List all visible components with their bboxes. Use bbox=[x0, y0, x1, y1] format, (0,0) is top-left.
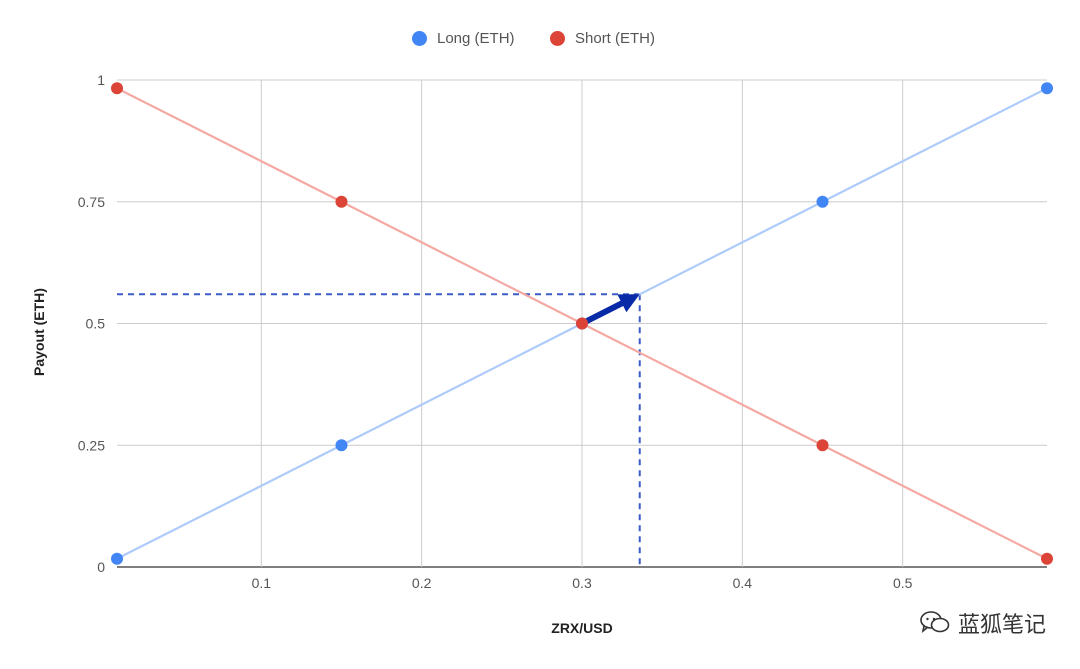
legend-item-short[interactable]: Short (ETH) bbox=[550, 30, 655, 47]
arrow-head bbox=[617, 294, 640, 313]
data-point-short bbox=[1041, 552, 1053, 565]
y-axis-title: Payout (ETH) bbox=[31, 288, 47, 376]
chart-legend: Long (ETH) Short (ETH) bbox=[0, 30, 1080, 54]
data-point-long bbox=[816, 195, 829, 208]
y-tick-label: 1 bbox=[97, 72, 105, 88]
y-tick-label: 0.75 bbox=[78, 194, 105, 210]
data-point-short bbox=[816, 439, 829, 452]
y-tick-label: 0.25 bbox=[78, 437, 105, 453]
y-tick-label: 0.5 bbox=[86, 316, 106, 332]
arrow-shaft bbox=[579, 300, 625, 327]
wechat-icon bbox=[920, 611, 950, 633]
x-tick-label: 0.2 bbox=[412, 575, 432, 591]
data-point-long bbox=[111, 552, 123, 565]
data-point-short bbox=[576, 317, 588, 330]
data-point-short bbox=[111, 82, 123, 95]
legend-item-long[interactable]: Long (ETH) bbox=[412, 30, 515, 47]
y-tick-label: 0 bbox=[97, 559, 105, 575]
guide-lines bbox=[117, 293, 641, 567]
legend-marker-short bbox=[550, 31, 565, 46]
data-point-long bbox=[335, 439, 348, 452]
data-point-short bbox=[335, 195, 348, 208]
annotation-arrow bbox=[579, 294, 640, 327]
x-tick-label: 0.4 bbox=[733, 575, 753, 591]
tick-labels: 0 0.25 0.5 0.75 1 0.1 0.2 0.3 0.4 0.5 bbox=[78, 72, 913, 591]
watermark: 蓝狐笔记 bbox=[920, 607, 1046, 639]
x-tick-label: 0.3 bbox=[572, 575, 592, 591]
watermark-text: 蓝狐笔记 bbox=[957, 613, 1046, 638]
legend-label-long: Long (ETH) bbox=[437, 30, 515, 47]
x-axis-title: ZRX/USD bbox=[551, 620, 612, 636]
data-point-long bbox=[1041, 82, 1053, 95]
x-tick-label: 0.1 bbox=[252, 575, 272, 591]
series-points bbox=[111, 82, 1053, 565]
legend-marker-long bbox=[412, 31, 427, 46]
legend-label-short: Short (ETH) bbox=[575, 30, 656, 47]
x-tick-label: 0.5 bbox=[893, 575, 913, 591]
